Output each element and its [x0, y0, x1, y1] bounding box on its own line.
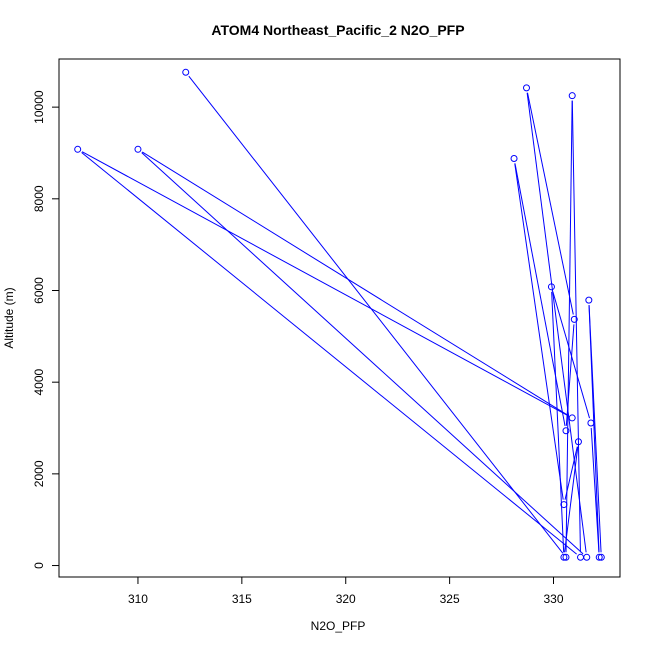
x-tick-label: 315: [232, 592, 252, 606]
series-segment: [141, 151, 569, 416]
series-lines: [81, 75, 602, 555]
series-segment: [81, 152, 577, 555]
data-point: [523, 84, 530, 92]
data-point: [547, 283, 555, 291]
x-axis-label: N2O_PFP: [311, 619, 366, 633]
y-tick-label: 2000: [32, 460, 46, 487]
data-point: [585, 296, 593, 304]
series-segment: [526, 92, 587, 553]
data-point: [568, 414, 576, 422]
series-segment: [527, 92, 574, 315]
data-point: [597, 553, 605, 561]
data-point: [182, 68, 190, 76]
data-point: [562, 427, 570, 435]
data-point: [595, 553, 603, 561]
data-point: [510, 154, 518, 162]
data-point: [562, 553, 570, 561]
data-point: [74, 145, 82, 153]
series-segment: [590, 427, 600, 553]
data-point: [134, 145, 142, 153]
series-segment: [564, 446, 579, 553]
y-tick-label: 10000: [32, 90, 46, 124]
data-point: [560, 501, 568, 509]
x-tick-label: 320: [336, 592, 356, 606]
series-segment: [564, 446, 578, 500]
y-tick-label: 4000: [32, 369, 46, 396]
series-segment: [565, 324, 575, 426]
series-segment: [571, 100, 581, 553]
series-segment: [552, 291, 590, 419]
x-axis: 310 315 320 325 330: [128, 576, 564, 606]
plot-frame: [58, 58, 621, 578]
series-segment: [141, 152, 584, 555]
y-tick-label: 8000: [32, 185, 46, 212]
series-segment: [514, 163, 564, 500]
data-point: [577, 553, 585, 561]
series-points: [74, 68, 605, 561]
data-point: [560, 553, 568, 561]
x-tick-label: 330: [543, 592, 563, 606]
series-segment: [81, 151, 569, 416]
y-axis: 0 2000 4000 6000 8000 10000: [32, 90, 60, 569]
x-tick-label: 310: [128, 592, 148, 606]
series-segment: [514, 163, 566, 426]
y-tick-label: 0: [32, 562, 46, 569]
data-point: [583, 553, 591, 561]
y-tick-label: 6000: [32, 277, 46, 304]
data-point: [568, 92, 576, 100]
x-tick-label: 325: [440, 592, 460, 606]
y-axis-label: Altitude (m): [2, 287, 16, 348]
series-segment: [551, 291, 565, 553]
series-segment: [588, 305, 602, 553]
data-point: [570, 315, 578, 323]
data-point: [574, 438, 582, 446]
series-segment: [565, 100, 573, 553]
data-point: [587, 419, 595, 427]
series-segment: [188, 75, 564, 554]
chart-title: ATOM4 Northeast_Pacific_2 N2O_PFP: [211, 22, 464, 38]
